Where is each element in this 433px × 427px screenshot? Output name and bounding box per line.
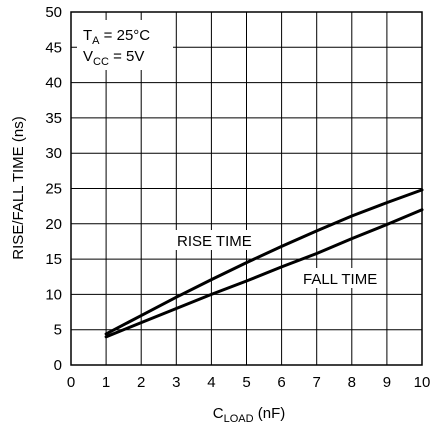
x-tick-label: 0: [67, 374, 75, 391]
y-tick-label: 20: [45, 216, 62, 233]
conditions-box: [77, 20, 173, 70]
x-tick-label: 3: [172, 374, 180, 391]
condition-supply-voltage: VCC = 5V: [83, 48, 144, 68]
fall-time-label: FALL TIME: [303, 271, 377, 288]
x-tick-label: 10: [414, 374, 431, 391]
series-layer: [104, 188, 424, 339]
rise-time-label: RISE TIME: [177, 233, 252, 250]
y-tick-label: 40: [45, 75, 62, 92]
condition-temperature: TA = 25°C: [83, 27, 150, 47]
y-tick-label: 10: [45, 286, 62, 303]
x-tick-label: 7: [313, 374, 321, 391]
y-tick-label: 30: [45, 145, 62, 162]
x-tick-label: 9: [383, 374, 391, 391]
y-axis-title: RISE/FALL TIME (ns): [10, 116, 27, 259]
y-tick-label: 35: [45, 110, 62, 127]
x-tick-label: 1: [102, 374, 110, 391]
x-tick-label: 6: [277, 374, 285, 391]
y-tick-label: 45: [45, 39, 62, 56]
x-axis-title: CLOAD (nF): [213, 405, 285, 425]
series-line-rise-time: [104, 188, 424, 336]
x-tick-labels: 0 1 2 3 4 5 6 7 8 9 10: [67, 374, 431, 391]
rise-time-label-bg: [174, 230, 258, 250]
y-tick-label: 25: [45, 181, 62, 198]
y-tick-label: 50: [45, 4, 62, 21]
y-tick-labels: 0 5 10 15 20 25 30 35 40 45 50: [45, 4, 62, 374]
y-tick-label: 15: [45, 251, 62, 268]
x-tick-label: 2: [137, 374, 145, 391]
y-tick-label: 5: [54, 322, 62, 339]
x-tick-label: 8: [348, 374, 356, 391]
series-line-fall-time: [104, 208, 424, 339]
y-tick-label: 0: [54, 357, 62, 374]
x-tick-label: 5: [242, 374, 250, 391]
fall-time-label-bg: [300, 268, 386, 288]
x-tick-label: 4: [207, 374, 215, 391]
